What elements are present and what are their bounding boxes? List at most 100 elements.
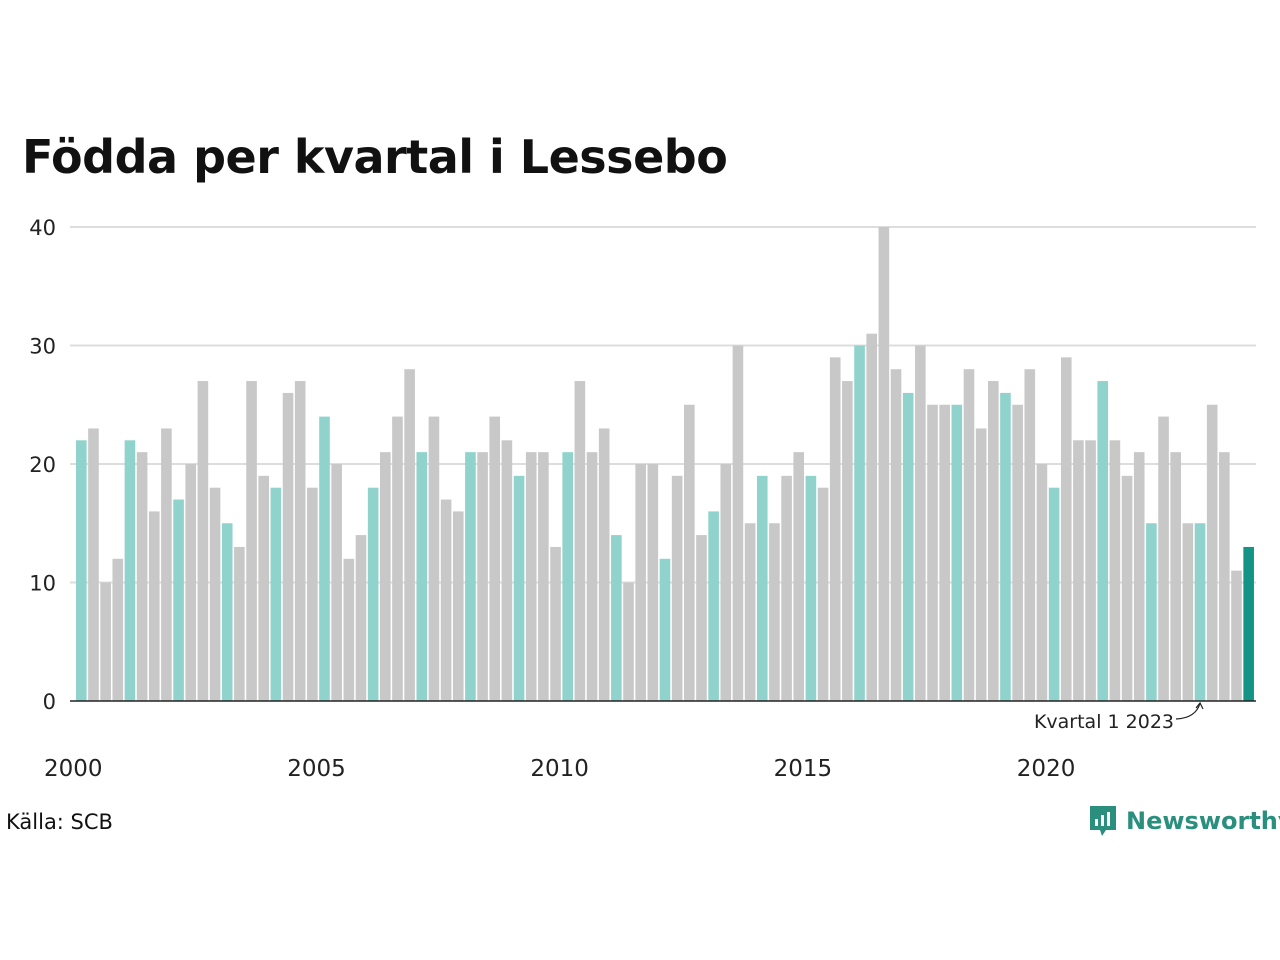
bar <box>781 475 792 701</box>
brand-logo: Newsworthy <box>1088 804 1280 838</box>
bar <box>538 452 549 701</box>
bar <box>1121 475 1133 701</box>
bar <box>635 464 646 701</box>
bar <box>234 546 245 701</box>
x-tick-label: 2000 <box>44 756 103 782</box>
bar <box>1109 440 1121 701</box>
x-tick-label: 2005 <box>287 756 346 782</box>
bar <box>829 357 841 701</box>
bar <box>246 381 257 701</box>
bar <box>1024 369 1036 701</box>
bar <box>355 535 367 701</box>
bar <box>611 535 622 701</box>
bar <box>88 428 99 701</box>
bar <box>477 452 488 701</box>
bar <box>623 582 634 701</box>
bar <box>720 464 732 701</box>
bar <box>1012 404 1023 701</box>
bar <box>1146 523 1157 701</box>
bar <box>209 487 221 701</box>
source-note: Källa: SCB <box>6 810 113 834</box>
y-tick-label: 10 <box>29 572 56 596</box>
bar <box>902 392 914 701</box>
bar <box>282 392 294 701</box>
bar <box>173 499 184 701</box>
bar <box>598 428 610 701</box>
bar <box>854 345 865 701</box>
bar <box>161 428 172 701</box>
bar <box>136 452 148 701</box>
bar <box>197 381 209 701</box>
bar <box>890 369 902 701</box>
x-tick-labels: 2000 2005 2010 2015 2020 <box>44 756 1075 782</box>
bar <box>586 452 598 701</box>
bar <box>100 582 111 701</box>
x-tick-label: 2020 <box>1017 756 1076 782</box>
bar <box>550 546 561 701</box>
annotation-label: Kvartal 1 2023 <box>1034 711 1174 733</box>
y-tick-label: 40 <box>29 216 56 240</box>
bar <box>769 523 780 701</box>
bar <box>525 452 537 701</box>
bar <box>148 511 160 701</box>
bar <box>294 381 306 701</box>
bar <box>331 464 342 701</box>
annotation: Kvartal 1 2023 <box>1034 701 1204 733</box>
bar <box>1231 570 1242 701</box>
bar <box>319 416 330 701</box>
bar <box>270 487 282 701</box>
chart-title: Födda per kvartal i Lessebo <box>22 130 728 184</box>
bar <box>489 416 501 701</box>
bar <box>440 499 452 701</box>
bar <box>343 558 355 701</box>
bar <box>659 558 671 701</box>
bar <box>756 475 768 701</box>
bar <box>574 381 586 701</box>
bar <box>221 523 233 701</box>
bar <box>647 464 659 701</box>
bar <box>124 440 136 701</box>
bar <box>1000 392 1011 701</box>
bar <box>452 511 464 701</box>
x-tick-label: 2015 <box>774 756 833 782</box>
bar <box>988 381 999 701</box>
bar <box>915 345 926 701</box>
bars <box>76 227 1254 701</box>
bar <box>258 475 269 701</box>
bar <box>927 404 938 701</box>
bar <box>744 523 756 701</box>
bar <box>501 440 513 701</box>
bar <box>708 511 719 701</box>
bar <box>367 487 379 701</box>
bar <box>951 404 963 701</box>
bar <box>975 428 987 701</box>
bar <box>963 369 975 701</box>
bar <box>878 227 890 701</box>
bar <box>1194 523 1206 701</box>
bar <box>842 381 853 701</box>
bar <box>185 464 197 701</box>
bar <box>939 404 950 701</box>
bar <box>1085 440 1096 701</box>
bar <box>671 475 683 701</box>
brand-name: Newsworthy <box>1126 807 1280 835</box>
bar <box>1219 452 1230 701</box>
bar <box>380 452 391 701</box>
bar <box>696 535 707 701</box>
bar <box>76 440 87 701</box>
bar <box>1170 452 1181 701</box>
annotation-arrow <box>1175 701 1204 720</box>
bar <box>307 487 318 701</box>
bar <box>1243 546 1254 701</box>
bar <box>404 369 415 701</box>
bar <box>1073 440 1084 701</box>
bar <box>513 475 525 701</box>
bar <box>1036 464 1048 701</box>
newsworthy-logo-icon <box>1090 806 1116 836</box>
bar <box>416 452 428 701</box>
y-tick-label: 20 <box>29 453 56 477</box>
bar <box>428 416 440 701</box>
y-tick-label: 0 <box>43 690 56 714</box>
bar <box>392 416 403 701</box>
